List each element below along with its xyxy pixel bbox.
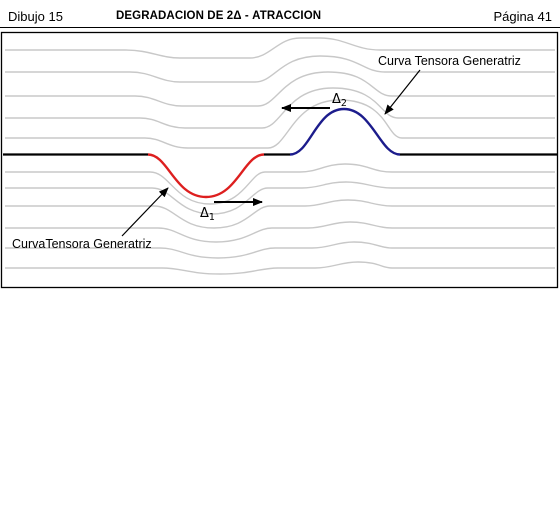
delta2-label: Δ2 [332, 92, 347, 109]
leader-line-top [384, 69, 421, 115]
drawing-number: Dibujo 15 [8, 9, 63, 24]
page-header: Dibujo 15 DEGRADACION DE 2Δ - ATRACCION … [0, 0, 560, 28]
diagram-frame [0, 31, 559, 289]
curve-label-top: Curva Tensora Generatriz [378, 54, 521, 68]
page-title: DEGRADACION DE 2Δ - ATRACCION [116, 10, 322, 22]
page-number: Página 41 [493, 9, 552, 24]
delta1-label: Δ1 [200, 206, 215, 223]
curve-label-bottom: CurvaTensora Generatriz [12, 237, 152, 251]
leader-line-bottom [121, 187, 169, 237]
red-tensor-curve [147, 153, 265, 199]
field-lines-lower [5, 163, 555, 275]
field-lines-upper [5, 37, 555, 149]
blue-tensor-curve [289, 107, 401, 156]
